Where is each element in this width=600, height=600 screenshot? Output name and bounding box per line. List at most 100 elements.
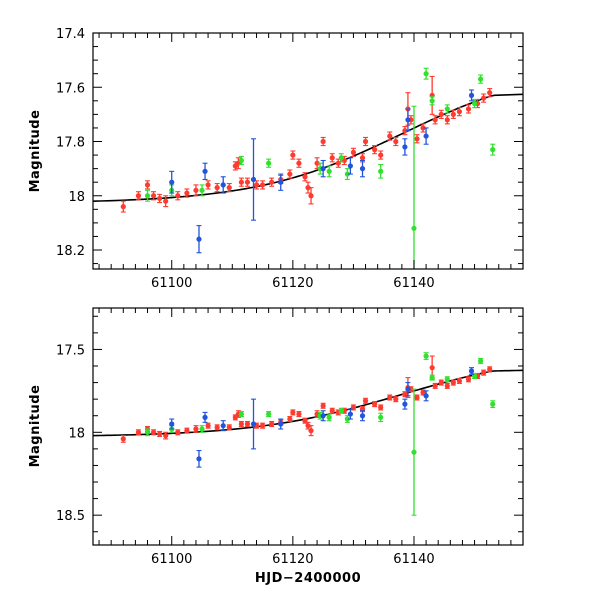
x-tick-label: 61100 xyxy=(151,552,192,567)
top-plot-frame xyxy=(92,32,524,270)
series-blue xyxy=(169,367,475,468)
data-point xyxy=(278,179,284,185)
x-tick-label: 61140 xyxy=(393,552,434,567)
data-point xyxy=(405,117,411,123)
data-point xyxy=(372,147,378,153)
data-point xyxy=(359,166,366,172)
y-tick-label: 17.6 xyxy=(56,81,85,96)
data-point xyxy=(393,138,399,145)
y-tick-label: 17.4 xyxy=(56,27,85,42)
data-point xyxy=(302,174,308,180)
data-point xyxy=(423,393,429,399)
data-point xyxy=(308,428,314,434)
data-point xyxy=(320,166,326,172)
data-point xyxy=(214,424,220,430)
data-point xyxy=(378,168,384,174)
data-point xyxy=(314,160,320,166)
data-point xyxy=(259,423,266,429)
data-point xyxy=(438,379,444,386)
data-point xyxy=(362,138,369,145)
data-point xyxy=(487,366,493,372)
data-point xyxy=(269,421,275,427)
data-point xyxy=(320,413,326,419)
series-green xyxy=(144,352,496,516)
data-point xyxy=(481,370,487,376)
data-point xyxy=(169,421,175,427)
data-point xyxy=(205,423,211,429)
data-point xyxy=(450,111,456,117)
data-point xyxy=(305,423,311,429)
data-point xyxy=(259,182,266,188)
data-point xyxy=(338,155,344,161)
data-point xyxy=(344,171,350,177)
data-point xyxy=(423,353,429,359)
data-point xyxy=(326,414,332,420)
data-point xyxy=(326,168,332,174)
data-point xyxy=(120,204,126,210)
data-point xyxy=(414,394,420,401)
data-point xyxy=(411,225,417,231)
data-point xyxy=(329,408,335,414)
data-point xyxy=(347,411,353,417)
series-red xyxy=(120,355,493,443)
data-point xyxy=(220,182,226,188)
data-point xyxy=(184,428,190,434)
series-blue xyxy=(169,89,475,254)
data-point xyxy=(144,429,151,435)
data-point xyxy=(150,429,157,435)
data-point xyxy=(471,100,478,107)
x-tick-label: 61120 xyxy=(272,552,313,567)
bottom-ticks: 61100 61120 61140 17.5 18 18.5 xyxy=(56,308,524,567)
data-point xyxy=(135,193,142,199)
data-point xyxy=(253,182,260,188)
x-tick-label: 61120 xyxy=(272,276,313,291)
top-plot-area xyxy=(93,67,523,269)
data-point xyxy=(202,414,208,420)
data-point xyxy=(290,152,296,158)
data-point xyxy=(226,185,232,191)
data-point xyxy=(193,426,199,432)
data-point xyxy=(196,236,202,242)
data-point xyxy=(175,193,181,199)
data-point xyxy=(478,76,484,82)
bottom-plot-area xyxy=(93,352,523,516)
y-tick-label: 18 xyxy=(68,190,85,205)
data-point xyxy=(144,182,151,188)
data-point xyxy=(296,411,302,417)
data-point xyxy=(429,375,435,381)
data-point xyxy=(372,401,378,407)
data-point xyxy=(450,379,456,386)
data-point xyxy=(387,394,393,401)
data-point xyxy=(296,160,302,166)
data-point xyxy=(350,149,357,155)
data-point xyxy=(226,424,232,430)
bottom-plot-frame xyxy=(92,307,524,546)
data-point xyxy=(378,152,384,158)
data-point xyxy=(202,168,208,174)
data-point xyxy=(344,416,350,422)
data-point xyxy=(193,187,199,193)
data-point xyxy=(238,157,244,164)
data-point xyxy=(444,376,450,382)
data-point xyxy=(378,404,384,411)
x-tick-label: 61100 xyxy=(151,276,192,291)
data-point xyxy=(420,125,426,131)
data-point xyxy=(214,185,220,191)
data-point xyxy=(266,411,272,417)
data-point xyxy=(465,106,472,112)
data-point xyxy=(244,421,251,427)
y-tick-label: 18.5 xyxy=(56,509,85,524)
bottom-y-axis-title: Magnitude xyxy=(28,385,43,468)
y-tick-label: 17.5 xyxy=(56,343,85,358)
data-point xyxy=(444,106,450,112)
data-point xyxy=(244,179,251,185)
data-point xyxy=(414,136,420,142)
data-point xyxy=(287,416,293,422)
data-point xyxy=(163,433,169,439)
data-point xyxy=(120,436,126,442)
y-tick-label: 17.8 xyxy=(56,136,85,151)
data-point xyxy=(444,117,450,123)
data-point xyxy=(402,401,408,407)
top-y-axis-title: Magnitude xyxy=(28,110,43,193)
data-point xyxy=(290,409,296,416)
